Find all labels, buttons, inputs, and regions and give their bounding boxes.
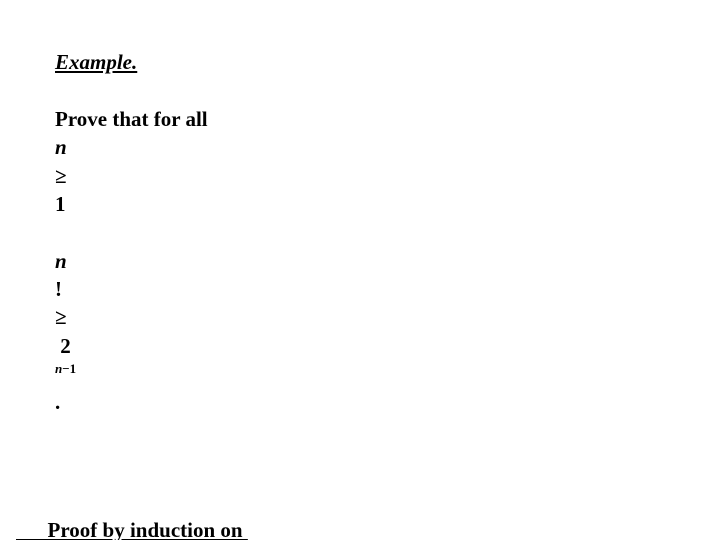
proof-heading-text: Proof by induction on (48, 518, 248, 540)
var-n: n (55, 135, 67, 159)
example-text-1: Prove that for all (55, 107, 213, 131)
proof-heading: Proof by induction on n 1. (6, 459, 714, 540)
n-factorial: n (55, 249, 67, 273)
proof-slide: Example. Prove that for all n 1 n ! 2 n1… (0, 0, 720, 540)
example-line: Example. Prove that for all n 1 n ! 2 n1… (6, 20, 714, 445)
example-label: Example. (55, 50, 137, 74)
geq-icon (55, 164, 67, 188)
spacer (55, 220, 66, 244)
geq-icon (55, 305, 67, 329)
minus-icon (62, 361, 69, 376)
period: . (55, 390, 60, 414)
